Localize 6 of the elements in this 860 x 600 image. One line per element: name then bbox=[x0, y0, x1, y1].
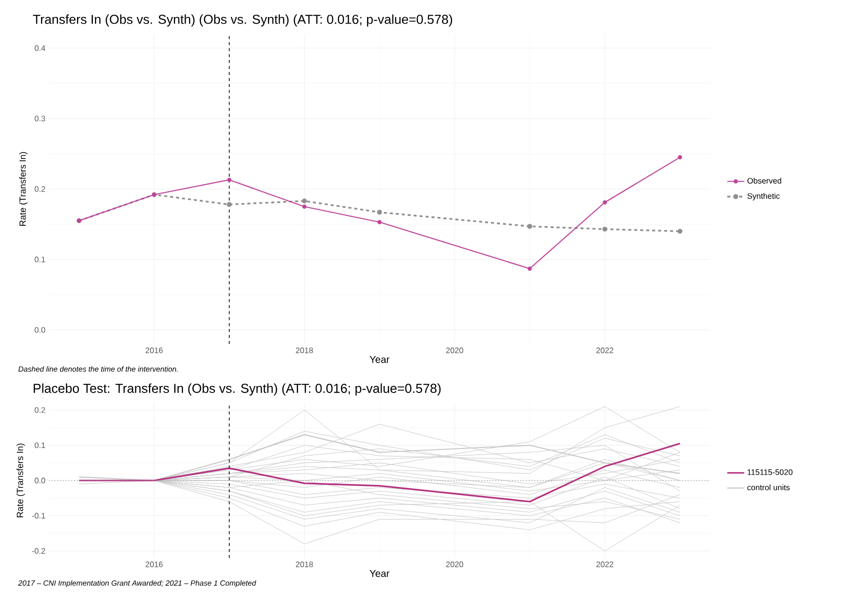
y-axis-title: Rate (Transfers In) bbox=[19, 152, 28, 226]
y-axis-title: Rate (Transfers In) bbox=[16, 444, 25, 518]
chart-title: Transfers In (Obs vs. Synth) (Obs vs. Synth) (ATT: 0.016; p-value=0.578) bbox=[32, 14, 452, 26]
x-axis-title: Year bbox=[370, 570, 390, 577]
chart-title: Placebo Test: Transfers In (Obs vs. Synth) (ATT: 0.016; p-value=0.578) bbox=[34, 383, 441, 396]
x-axis-title: Year bbox=[370, 356, 390, 363]
